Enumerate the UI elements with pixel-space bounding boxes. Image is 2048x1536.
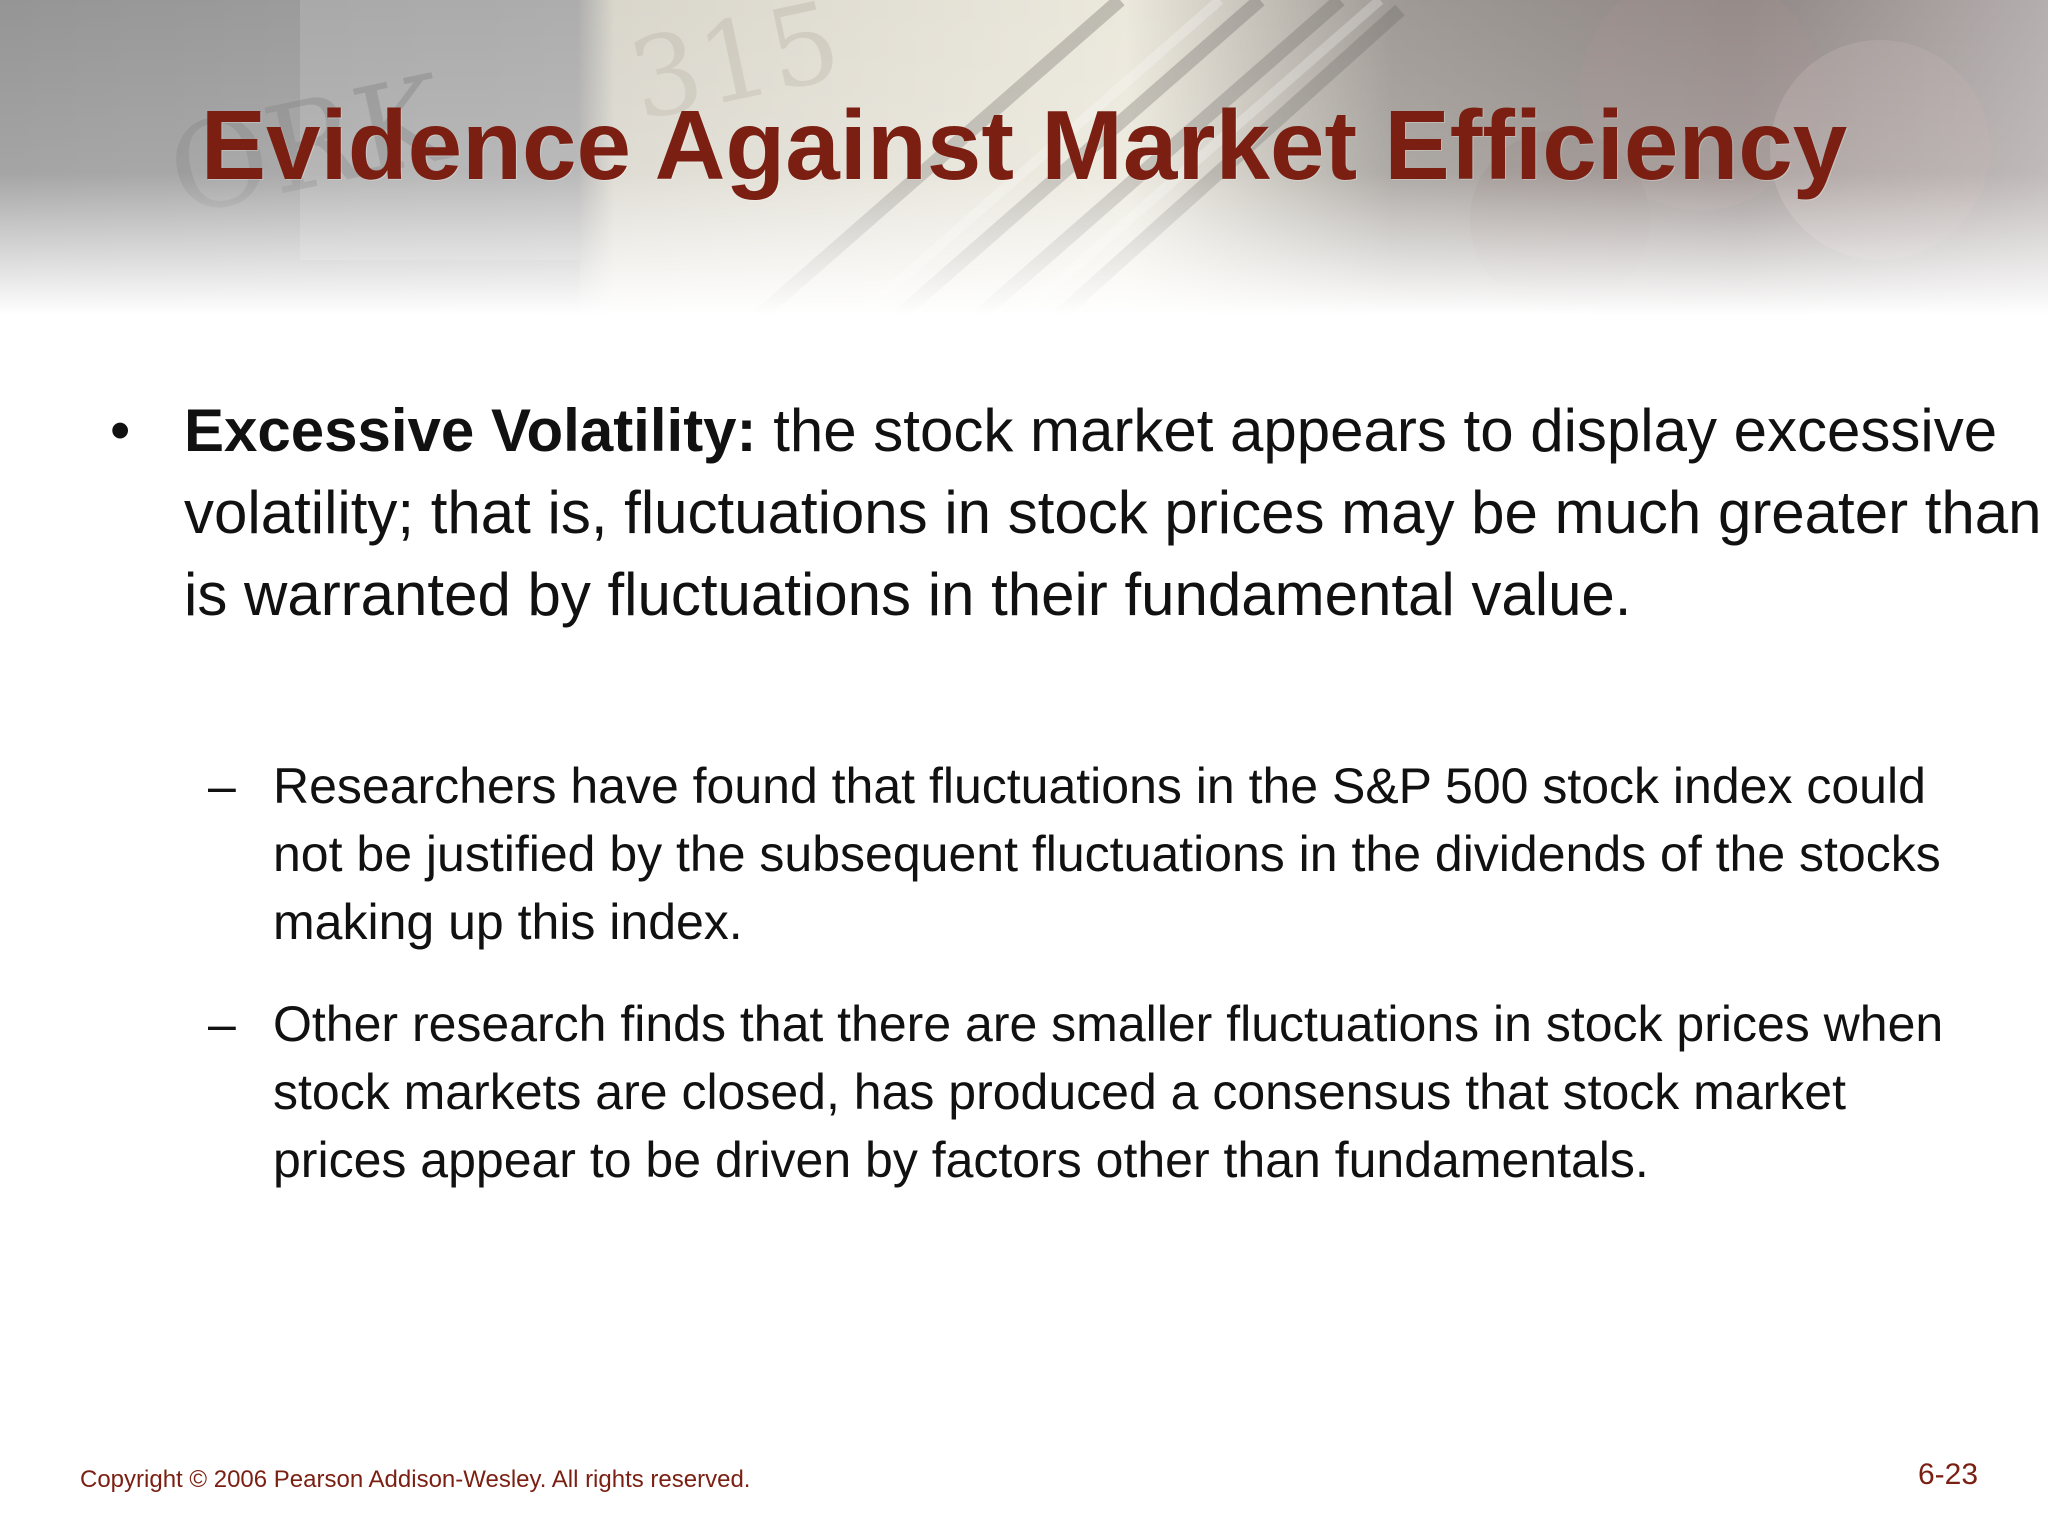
page-number: 6-23 [1917, 1458, 1978, 1491]
copyright-notice: Copyright © 2006 Pearson Addison-Wesley.… [80, 1466, 751, 1493]
bullet-marker: • [110, 398, 131, 463]
sub-item-marker: – [208, 758, 236, 814]
sub-item-marker: – [208, 996, 236, 1052]
sub-item-text: Researchers have found that fluctuations… [273, 758, 1941, 950]
slide-title: Evidence Against Market Efficiency [200, 90, 1848, 200]
bullet-term: Excessive Volatility: [184, 397, 757, 464]
bullet-description: the stock market appears to display exce… [184, 397, 2042, 628]
header-banner-image: ORK 315 [0, 0, 2048, 315]
sub-item-text: Other research finds that there are smal… [273, 996, 1944, 1188]
bullet-text: Excessive Volatility: the stock market a… [184, 390, 2044, 636]
